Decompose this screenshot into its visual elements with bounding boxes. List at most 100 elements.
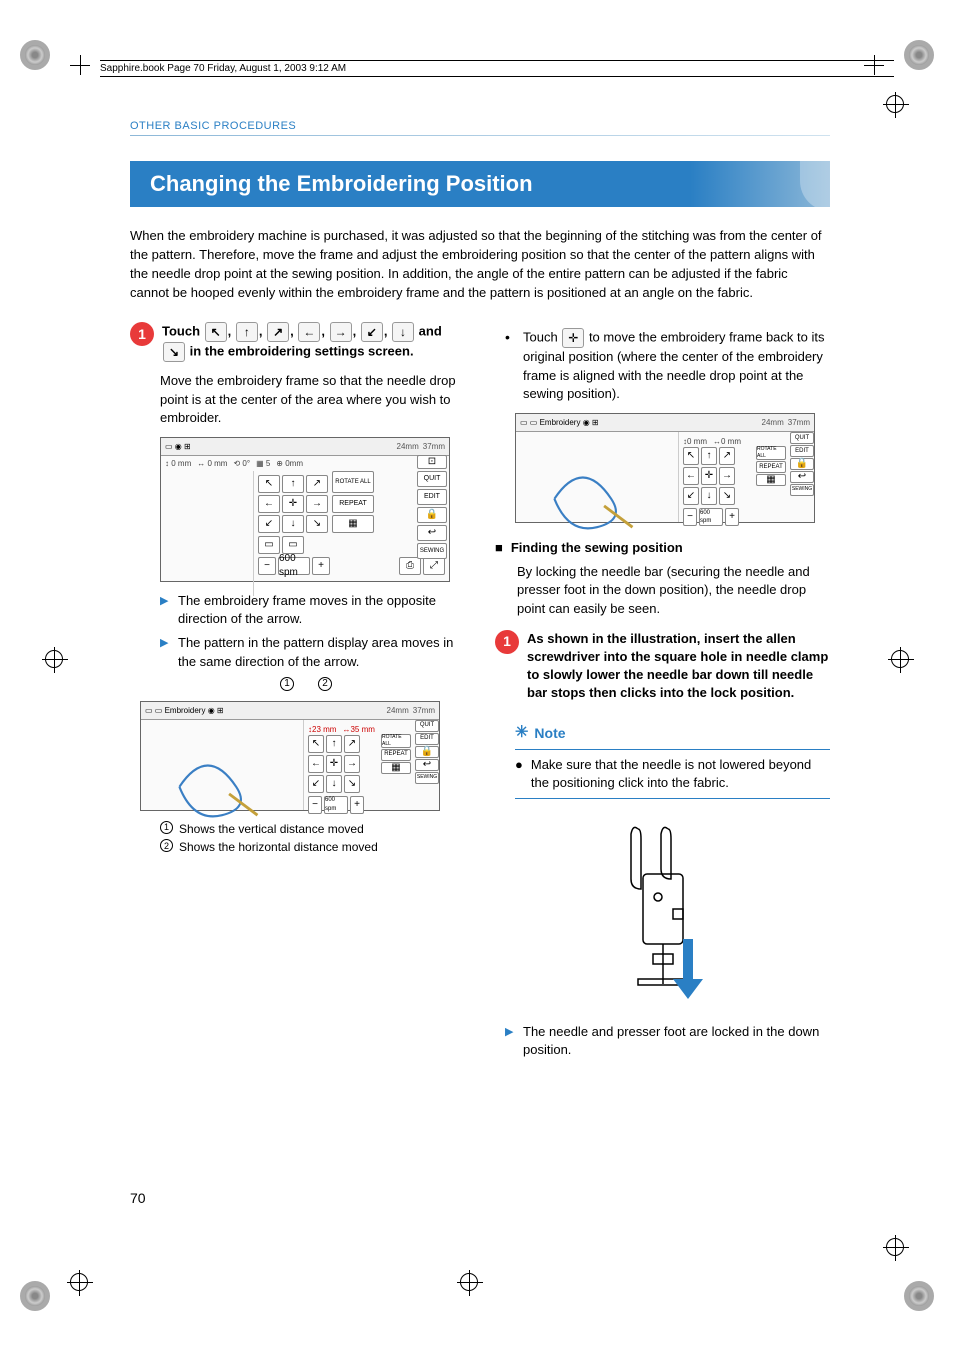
grid-ne[interactable]: ↗	[306, 475, 328, 493]
triangle-bullet-icon: ▶	[160, 592, 170, 628]
grid-nw[interactable]: ↖	[683, 447, 699, 465]
edit-btn[interactable]: EDIT	[790, 445, 814, 457]
repeat-btn[interactable]: REPEAT	[332, 495, 374, 513]
grid-s[interactable]: ↓	[701, 487, 717, 505]
bullet-text: Touch ✛ to move the embroidery frame bac…	[523, 328, 830, 403]
grid-w[interactable]: ←	[308, 755, 324, 773]
misc-btn[interactable]: ⤢	[423, 557, 445, 575]
ss-controls: ↖ ↑ ↗ ← ✛ → ↙ ↓ ↘ ▭ ▭	[254, 471, 449, 596]
return-btn[interactable]: ↩	[790, 471, 814, 483]
return-btn[interactable]: ↩	[415, 759, 439, 771]
speed-display: 600 spm	[278, 557, 310, 575]
right-step-1: 1 As shown in the illustration, insert t…	[495, 630, 830, 703]
crop-target	[70, 1273, 88, 1291]
callout-1: 1	[280, 677, 294, 691]
ss-dim-w: 37mm	[423, 441, 445, 452]
grid-nw[interactable]: ↖	[308, 735, 324, 753]
bullet-text: The pattern in the pattern display area …	[178, 634, 465, 670]
grid-c[interactable]: ✛	[701, 467, 717, 485]
grid-sw[interactable]: ↙	[683, 487, 699, 505]
grid-sw[interactable]: ↙	[258, 515, 280, 533]
grid-se[interactable]: ↘	[719, 487, 735, 505]
grid-w[interactable]: ←	[683, 467, 699, 485]
grid-w[interactable]: ←	[258, 495, 280, 513]
lock-btn[interactable]: 🔒	[790, 458, 814, 470]
triangle-bullet-icon: ▶	[505, 1023, 515, 1059]
tool-btn[interactable]: ▭	[258, 536, 280, 554]
grid-nw[interactable]: ↖	[258, 475, 280, 493]
bullet-frame-moves: ▶ The embroidery frame moves in the oppo…	[160, 592, 465, 628]
grid-e[interactable]: →	[344, 755, 360, 773]
ss-body: ↖ ↑ ↗ ← ✛ → ↙ ↓ ↘ ▭ ▭	[161, 471, 449, 596]
grid-ne[interactable]: ↗	[344, 735, 360, 753]
misc-btn[interactable]: ⎙	[399, 557, 421, 575]
ss-status-row: ↕ 0 mm ↔ 0 mm ⟲ 0° ▦ 5 ⊕ 0mm	[161, 456, 449, 471]
speed-display: 600 spm	[324, 796, 348, 814]
speed-minus[interactable]: −	[683, 508, 697, 526]
bullet-touch-center: • Touch ✛ to move the embroidery frame b…	[505, 328, 830, 403]
ss-dim-w: 37mm	[788, 417, 810, 428]
rotate-all-btn[interactable]: ROTATE ALL	[332, 471, 374, 493]
step-1: 1 Touch ↖, ↑, ↗, ←, →, ↙, ↓ and ↘ in the…	[130, 322, 465, 362]
center-icon: ✛	[562, 328, 584, 348]
grid-e[interactable]: →	[719, 467, 735, 485]
repeat-btn[interactable]: REPEAT	[381, 749, 411, 761]
grid-c[interactable]: ✛	[326, 755, 342, 773]
crop-target	[45, 650, 63, 668]
sewing-btn[interactable]: SEWING	[415, 772, 439, 784]
quit-btn[interactable]: QUIT	[415, 720, 439, 732]
speed-plus[interactable]: +	[312, 557, 330, 575]
grid-n[interactable]: ↑	[326, 735, 342, 753]
edit-btn[interactable]: EDIT	[417, 489, 447, 505]
sewing-btn[interactable]: SEWING	[790, 484, 814, 496]
page-number: 70	[130, 1190, 146, 1206]
corner-btn[interactable]: ⊡	[417, 455, 447, 469]
lock-btn[interactable]: 🔒	[417, 507, 447, 523]
return-btn[interactable]: ↩	[417, 525, 447, 541]
settings-screenshot-3: ▭ ▭ Embroidery ◉ ⊞ 24mm 37mm ↕0 mm	[515, 413, 815, 523]
grid-s[interactable]: ↓	[326, 775, 342, 793]
note-icon: ✳	[515, 722, 528, 744]
speed-plus[interactable]: +	[725, 508, 739, 526]
grid-n[interactable]: ↑	[282, 475, 304, 493]
step-badge: 1	[495, 630, 519, 654]
ss-topbar: ▭ ◉ ⊞ 24mm 37mm	[161, 438, 449, 456]
rotate-all-btn[interactable]: ROTATE ALL	[381, 734, 411, 748]
print-header: Sapphire.book Page 70 Friday, August 1, …	[100, 60, 894, 77]
grid-se[interactable]: ↘	[344, 775, 360, 793]
grid-ne[interactable]: ↗	[719, 447, 735, 465]
binder-ring-tl	[20, 40, 50, 70]
dot-bullet-icon: ●	[515, 756, 523, 792]
grid-e[interactable]: →	[306, 495, 328, 513]
grid-sw[interactable]: ↙	[308, 775, 324, 793]
quit-btn[interactable]: QUIT	[417, 471, 447, 487]
page-content: OTHER BASIC PROCEDURES Changing the Embr…	[130, 120, 830, 1066]
arrow-s-icon: ↓	[392, 322, 414, 342]
ss-controls: ↕0 mm ↔0 mm ↖ ↑ ↗ ← ✛ → ↙ ↓ ↘	[679, 432, 814, 522]
grid-toggle-btn[interactable]: ▦	[381, 762, 411, 774]
settings-screenshot-1: ▭ ◉ ⊞ 24mm 37mm ↕ 0 mm ↔ 0 mm ⟲ 0° ▦ 5 ⊕…	[160, 437, 450, 582]
grid-toggle-btn[interactable]: ▦	[332, 515, 374, 533]
edit-btn[interactable]: EDIT	[415, 733, 439, 745]
right-column: • Touch ✛ to move the embroidery frame b…	[495, 322, 830, 1065]
speed-minus[interactable]: −	[308, 796, 322, 814]
binder-ring-bl	[20, 1281, 50, 1311]
speed-plus[interactable]: +	[350, 796, 364, 814]
rotate-all-btn[interactable]: ROTATE ALL	[756, 446, 786, 460]
grid-se[interactable]: ↘	[306, 515, 328, 533]
grid-s[interactable]: ↓	[282, 515, 304, 533]
grid-toggle-btn[interactable]: ▦	[756, 474, 786, 486]
speed-minus[interactable]: −	[258, 557, 276, 575]
pattern-preview-icon	[151, 730, 293, 844]
grid-c[interactable]: ✛	[282, 495, 304, 513]
grid-n[interactable]: ↑	[701, 447, 717, 465]
ss-body: ↕23 mm ↔35 mm ↖ ↑ ↗ ← ✛ → ↙ ↓ ↘	[141, 720, 439, 810]
quit-btn[interactable]: QUIT	[790, 432, 814, 444]
step-text-a: Touch	[162, 324, 204, 339]
arrow-n-icon: ↑	[236, 322, 258, 342]
repeat-btn[interactable]: REPEAT	[756, 461, 786, 473]
triangle-bullet-icon: ▶	[160, 634, 170, 670]
sewing-btn[interactable]: SEWING	[417, 543, 447, 559]
bullet-pattern-moves: ▶ The pattern in the pattern display are…	[160, 634, 465, 670]
lock-btn[interactable]: 🔒	[415, 746, 439, 758]
